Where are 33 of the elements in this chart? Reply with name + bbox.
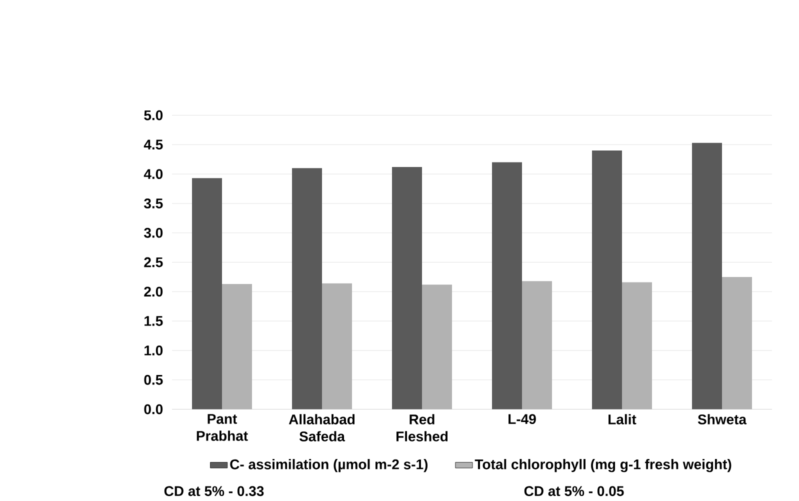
y-tick-label: 5.0 xyxy=(144,110,163,120)
bar xyxy=(292,168,322,410)
bar xyxy=(722,277,752,410)
bar xyxy=(222,284,252,410)
y-tick-label: 3.5 xyxy=(144,198,163,209)
y-tick-label: 0.0 xyxy=(144,404,163,414)
y-tick-label: 4.5 xyxy=(144,140,163,150)
y-tick-label: 4.0 xyxy=(144,169,163,180)
bar xyxy=(592,150,622,410)
bar xyxy=(322,284,352,410)
y-tick-label: 3.0 xyxy=(144,228,163,238)
bar xyxy=(192,178,222,410)
bar xyxy=(622,282,652,410)
bar xyxy=(422,284,452,410)
x-tick-label: Red Fleshed xyxy=(396,414,448,442)
y-tick-label: 1.0 xyxy=(144,346,163,356)
bar xyxy=(522,281,552,410)
legend-label: Total chlorophyll (mg g-1 fresh weight) xyxy=(474,459,732,472)
x-tick-label: Allahabad Safeda xyxy=(288,414,355,442)
bar xyxy=(392,167,422,410)
bar xyxy=(692,143,722,410)
text: CD at 5% - 0.05 xyxy=(524,486,624,496)
x-tick-label: Lalit xyxy=(608,414,636,425)
y-tick-label: 0.5 xyxy=(144,375,163,385)
y-tick-label: 1.5 xyxy=(144,316,163,326)
x-tick-label: L-49 xyxy=(508,414,536,424)
x-tick-label: Pant Prabhat xyxy=(196,414,248,442)
x-tick-label: Shweta xyxy=(698,414,747,425)
y-tick-label: 2.5 xyxy=(144,257,163,268)
legend-label: C- assimilation (µmol m-2 s-1) xyxy=(230,459,428,472)
y-tick-label: 2.0 xyxy=(144,286,163,297)
text: CD at 5% - 0.33 xyxy=(164,486,264,496)
bar xyxy=(492,162,522,410)
